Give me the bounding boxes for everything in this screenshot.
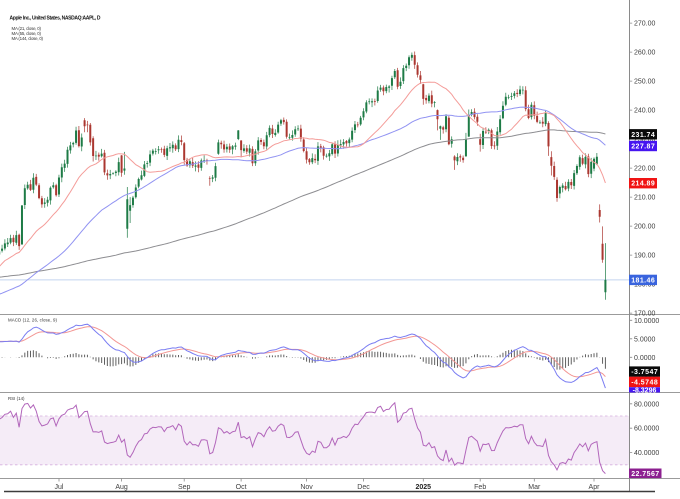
svg-text:RSI (14): RSI (14) (8, 396, 25, 401)
svg-text:-4.5748: -4.5748 (631, 379, 658, 386)
svg-text:181.46: 181.46 (631, 277, 655, 284)
svg-text:Sep: Sep (178, 484, 191, 491)
svg-text:Nov: Nov (300, 484, 313, 491)
svg-text:MA (55, close, 0): MA (55, close, 0) (12, 31, 42, 36)
svg-text:270.00: 270.00 (634, 21, 656, 28)
svg-text:5.0000: 5.0000 (634, 336, 656, 343)
svg-text:260.00: 260.00 (634, 50, 656, 57)
svg-text:Apple Inc., United States, NAS: Apple Inc., United States, NASDAQ:AAPL, … (10, 15, 101, 21)
svg-text:2025: 2025 (416, 484, 432, 491)
svg-text:Oct: Oct (236, 484, 247, 491)
svg-text:231.74: 231.74 (631, 132, 655, 139)
svg-text:Aug: Aug (115, 484, 128, 491)
svg-text:190.00: 190.00 (634, 253, 656, 260)
svg-text:-3.7547: -3.7547 (631, 369, 658, 376)
svg-text:80.0000: 80.0000 (634, 401, 659, 408)
svg-text:214.89: 214.89 (631, 181, 655, 188)
svg-text:240.00: 240.00 (634, 108, 656, 115)
svg-text:230.00: 230.00 (634, 137, 656, 144)
svg-text:-8.3296: -8.3296 (633, 387, 657, 394)
svg-text:40.0000: 40.0000 (634, 450, 659, 457)
svg-text:60.0000: 60.0000 (634, 426, 659, 433)
svg-text:MA (144, close, 0): MA (144, close, 0) (12, 36, 44, 41)
svg-text:Mar: Mar (528, 484, 541, 491)
svg-text:MA (21, close, 0): MA (21, close, 0) (12, 26, 42, 31)
svg-text:10.0000: 10.0000 (634, 318, 659, 325)
svg-text:MACD (12, 26, close, 9): MACD (12, 26, close, 9) (8, 317, 58, 322)
svg-text:227.87: 227.87 (631, 144, 655, 151)
svg-text:22.7567: 22.7567 (631, 471, 659, 478)
svg-text:200.00: 200.00 (634, 224, 656, 231)
svg-text:220.00: 220.00 (634, 166, 656, 173)
svg-text:170.00: 170.00 (634, 311, 656, 318)
svg-text:0.0000: 0.0000 (634, 355, 656, 362)
svg-text:Jul: Jul (55, 484, 64, 491)
svg-text:250.00: 250.00 (634, 79, 656, 86)
svg-text:Feb: Feb (474, 484, 486, 491)
svg-text:Apr: Apr (589, 484, 601, 491)
svg-text:Dec: Dec (357, 484, 370, 491)
svg-text:210.00: 210.00 (634, 195, 656, 202)
